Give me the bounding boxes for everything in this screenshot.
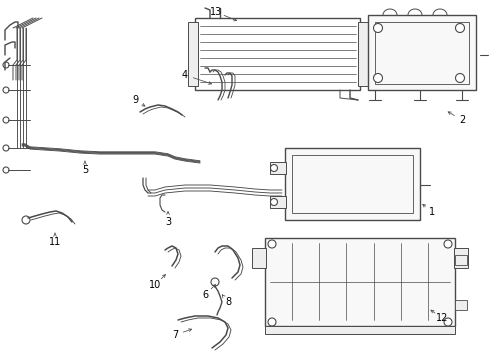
Text: 1: 1: [429, 207, 435, 217]
Bar: [455, 300, 467, 310]
Text: 8: 8: [225, 297, 231, 307]
Circle shape: [3, 145, 9, 151]
Text: 9: 9: [132, 95, 138, 105]
Bar: [358, 22, 370, 86]
Circle shape: [270, 165, 277, 171]
Circle shape: [3, 167, 9, 173]
Text: 12: 12: [436, 313, 448, 323]
Circle shape: [268, 318, 276, 326]
Circle shape: [444, 240, 452, 248]
Bar: [270, 162, 286, 174]
Bar: [375, 22, 469, 84]
Text: 4: 4: [182, 70, 188, 80]
Circle shape: [211, 278, 219, 286]
Circle shape: [22, 216, 30, 224]
Circle shape: [373, 23, 383, 32]
Bar: [195, 18, 360, 90]
Text: 10: 10: [149, 280, 161, 290]
Circle shape: [373, 73, 383, 82]
Circle shape: [3, 62, 9, 68]
Circle shape: [270, 198, 277, 206]
Text: 3: 3: [165, 217, 171, 227]
Bar: [292, 155, 413, 213]
Bar: [285, 148, 420, 220]
Circle shape: [456, 23, 465, 32]
Circle shape: [3, 87, 9, 93]
Bar: [265, 238, 455, 326]
Circle shape: [456, 73, 465, 82]
Circle shape: [268, 240, 276, 248]
Bar: [368, 15, 476, 90]
Bar: [252, 248, 266, 268]
Text: 11: 11: [49, 237, 61, 247]
Bar: [454, 248, 468, 268]
Text: 13: 13: [210, 7, 222, 17]
Bar: [270, 196, 286, 208]
Text: 7: 7: [172, 330, 178, 340]
Text: 2: 2: [459, 115, 465, 125]
Bar: [455, 255, 467, 265]
Circle shape: [3, 117, 9, 123]
Text: 5: 5: [82, 165, 88, 175]
Bar: [188, 22, 198, 86]
Circle shape: [444, 318, 452, 326]
Text: 6: 6: [202, 290, 208, 300]
Bar: [265, 326, 455, 334]
